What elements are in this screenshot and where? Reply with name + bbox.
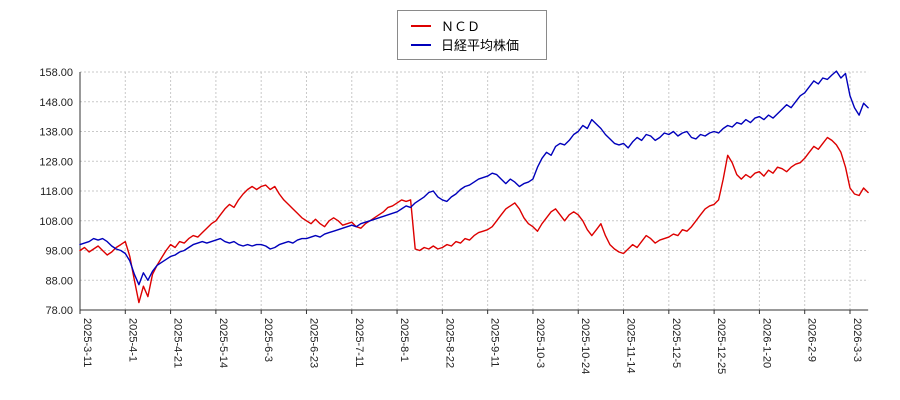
x-axis-tick-label: 2025-11-14	[625, 318, 637, 373]
x-axis-tick-label: 2025-8-22	[443, 318, 455, 368]
x-axis-tick-label: 2025-10-3	[534, 318, 546, 368]
y-axis-tick-label: 138.00	[39, 127, 73, 139]
series-line-1	[79, 70, 869, 286]
series-line-0	[79, 136, 869, 304]
legend-marker-nikkei-line	[411, 43, 431, 46]
y-axis-tick-label: 78.00	[45, 305, 73, 317]
x-axis-tick-label: 2026-3-3	[851, 318, 863, 362]
legend-item-nikkei: 日経平均株価	[411, 35, 546, 54]
y-axis-tick-label: 108.00	[39, 216, 73, 228]
x-axis-tick-label: 2025-10-24	[579, 318, 591, 374]
x-axis-tick-label: 2025-6-23	[307, 318, 319, 368]
x-axis-tick-label: 2025-8-1	[398, 318, 410, 362]
y-axis-tick-label: 88.00	[45, 275, 73, 287]
legend-item-ncd: ＮＣＤ	[411, 16, 546, 35]
y-axis-tick-label: 148.00	[39, 97, 73, 109]
y-axis-tick-label: 98.00	[45, 246, 73, 258]
y-axis-tick-label: 158.00	[39, 67, 73, 79]
x-axis-tick-label: 2025-12-5	[670, 318, 682, 368]
x-axis-tick-label: 2026-1-20	[760, 318, 772, 368]
legend-label-ncd: ＮＣＤ	[441, 19, 481, 34]
x-axis-tick-label: 2025-5-14	[217, 318, 229, 368]
legend: ＮＣＤ 日経平均株価	[397, 10, 547, 60]
y-axis-tick-label: 118.00	[40, 186, 73, 198]
x-axis-tick-label: 2026-2-9	[806, 318, 818, 362]
x-axis-tick-label: 2025-4-21	[172, 318, 184, 368]
x-axis-tick-label: 2025-6-3	[262, 318, 274, 362]
x-axis-tick-label: 2025-12-25	[715, 318, 727, 374]
x-axis-tick-label: 2025-3-11	[81, 318, 93, 367]
x-axis-tick-label: 2025-4-1	[126, 318, 138, 362]
x-axis-tick-label: 2025-9-11	[489, 318, 501, 367]
y-axis-tick-label: 128.00	[39, 156, 73, 168]
legend-marker-ncd-line	[411, 24, 431, 27]
legend-label-nikkei: 日経平均株価	[441, 38, 520, 53]
x-axis-tick-label: 2025-7-11	[353, 318, 365, 367]
